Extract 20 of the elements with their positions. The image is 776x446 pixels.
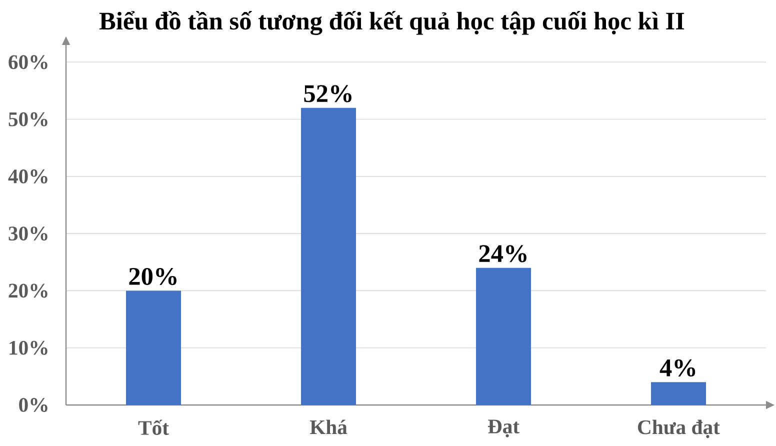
bar	[476, 268, 531, 405]
y-tick-label: 20%	[8, 284, 48, 298]
data-label: 52%	[304, 85, 352, 102]
bar	[650, 382, 706, 405]
bar	[126, 290, 182, 405]
x-tick-label: Đạt	[488, 420, 520, 438]
y-tick-label: 60%	[8, 55, 48, 70]
chart-title: Biểu đồ tần số tương đối kết quả học tập cuối học kì II	[99, 10, 684, 35]
data-label: 20%	[129, 268, 176, 286]
y-tick-label: 30%	[8, 226, 48, 241]
y-tick-label: 10%	[10, 340, 48, 355]
x-tick-label: Tốt	[138, 420, 169, 435]
y-tick-label: 40%	[8, 169, 48, 184]
y-tick-label: 0%	[19, 398, 48, 412]
x-tick-label: Chưa đạt	[638, 420, 720, 438]
y-tick-label: 50%	[8, 112, 48, 126]
data-label: 24%	[479, 245, 526, 262]
x-tick-label: Khá	[310, 420, 348, 434]
data-label: 4%	[660, 359, 696, 377]
bar	[301, 108, 356, 405]
